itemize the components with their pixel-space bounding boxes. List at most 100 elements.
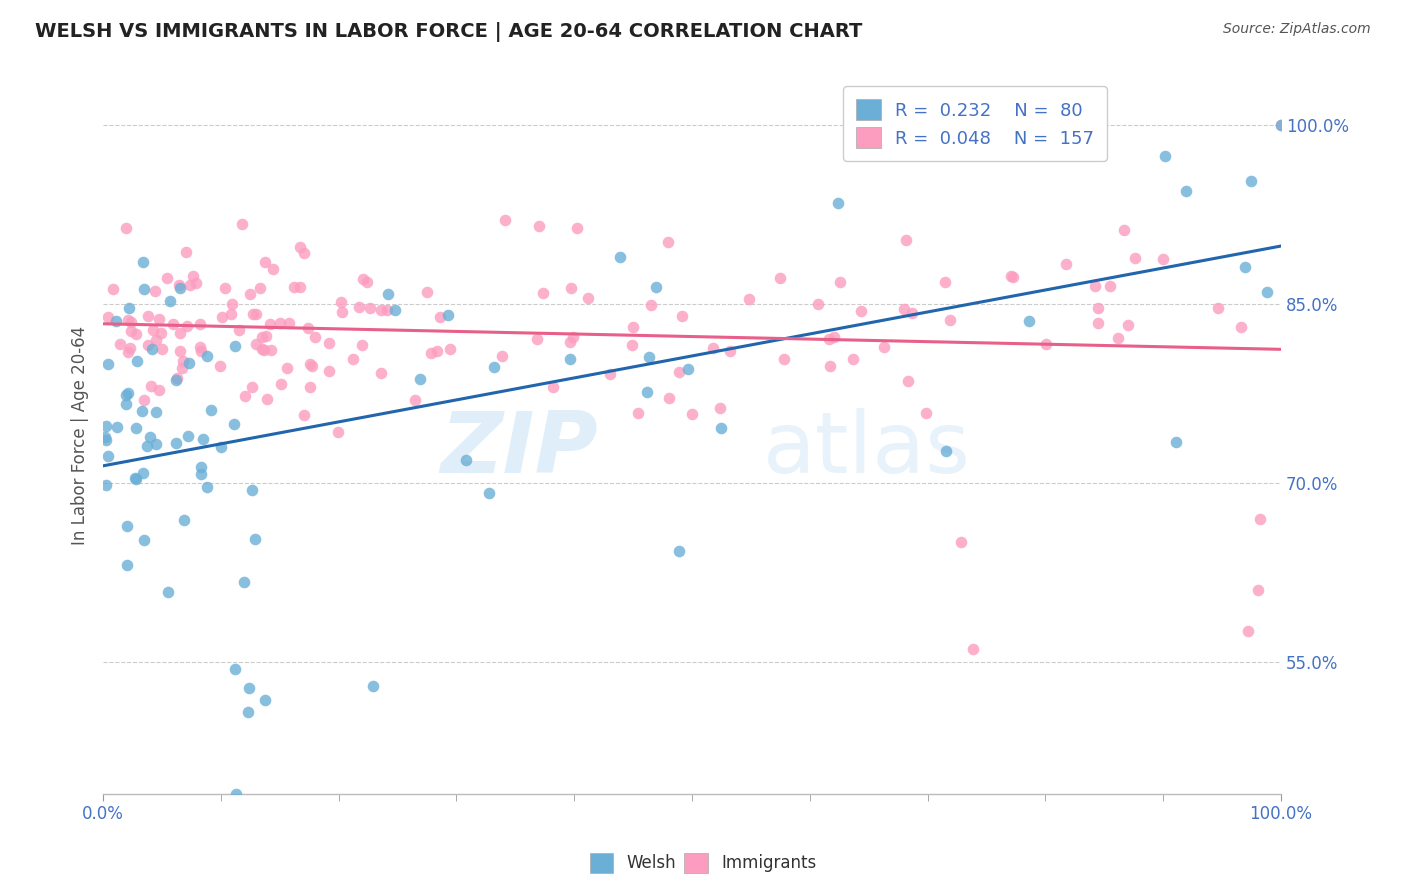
Point	[228, 323, 250, 337]
Point	[165, 436, 187, 450]
Point	[132, 466, 155, 480]
Point	[209, 359, 232, 374]
Point	[141, 342, 163, 356]
Point	[1060, 129, 1083, 144]
Point	[426, 343, 449, 358]
Point	[236, 705, 259, 719]
Point	[260, 343, 283, 358]
Point	[384, 302, 406, 317]
Point	[359, 301, 381, 315]
Point	[560, 335, 582, 350]
Point	[1054, 257, 1077, 271]
Point	[896, 233, 918, 247]
Point	[599, 367, 621, 381]
Point	[1153, 148, 1175, 162]
Point	[1249, 512, 1271, 526]
Point	[526, 332, 548, 346]
Point	[150, 326, 173, 341]
Point	[114, 220, 136, 235]
Point	[375, 302, 398, 317]
Point	[1018, 314, 1040, 328]
Point	[132, 533, 155, 548]
Point	[97, 310, 120, 324]
Point	[558, 351, 581, 366]
Point	[132, 255, 155, 269]
Point	[190, 343, 212, 358]
Point	[562, 330, 585, 344]
Point	[115, 397, 138, 411]
Point	[288, 240, 311, 254]
Point	[221, 297, 243, 311]
Point	[278, 316, 301, 330]
Point	[370, 302, 392, 317]
Point	[454, 453, 477, 467]
Point	[120, 315, 142, 329]
Point	[156, 271, 179, 285]
Point	[136, 439, 159, 453]
Point	[709, 401, 731, 415]
Point	[1087, 301, 1109, 315]
Point	[209, 440, 232, 454]
Point	[318, 364, 340, 378]
Point	[242, 307, 264, 321]
Point	[200, 403, 222, 417]
Point	[1233, 260, 1256, 275]
Point	[169, 326, 191, 340]
Point	[105, 314, 128, 328]
Point	[1240, 174, 1263, 188]
Point	[288, 280, 311, 294]
Point	[676, 362, 699, 376]
Point	[191, 433, 214, 447]
Point	[169, 343, 191, 358]
Point	[820, 359, 842, 373]
Point	[173, 513, 195, 527]
Point	[1107, 331, 1129, 345]
Point	[269, 316, 291, 330]
Point	[250, 330, 273, 344]
Point	[1116, 318, 1139, 332]
Point	[576, 291, 599, 305]
Point	[231, 217, 253, 231]
Point	[301, 359, 323, 373]
Point	[817, 333, 839, 347]
Point	[304, 330, 326, 344]
Point	[94, 478, 117, 492]
Point	[94, 418, 117, 433]
Point	[1112, 223, 1135, 237]
Text: ZIP: ZIP	[440, 409, 598, 491]
Point	[197, 480, 219, 494]
Point	[167, 277, 190, 292]
Point	[225, 787, 247, 801]
Point	[245, 532, 267, 546]
Point	[214, 281, 236, 295]
Point	[165, 373, 187, 387]
Point	[97, 450, 120, 464]
Point	[681, 407, 703, 421]
Legend: Welsh, Immigrants: Welsh, Immigrants	[583, 847, 823, 880]
Point	[253, 343, 276, 357]
Point	[841, 351, 863, 366]
Point	[318, 336, 340, 351]
Point	[254, 328, 277, 343]
Point	[162, 317, 184, 331]
Point	[159, 294, 181, 309]
Point	[342, 351, 364, 366]
Point	[436, 308, 458, 322]
Point	[117, 345, 139, 359]
Point	[148, 312, 170, 326]
Point	[120, 324, 142, 338]
Point	[115, 388, 138, 402]
Point	[718, 344, 741, 359]
Point	[657, 235, 679, 250]
Point	[491, 349, 513, 363]
Point	[136, 338, 159, 352]
Point	[356, 276, 378, 290]
Point	[1152, 252, 1174, 266]
Point	[190, 467, 212, 481]
Point	[249, 281, 271, 295]
Point	[110, 336, 132, 351]
Point	[637, 351, 659, 365]
Point	[142, 323, 165, 337]
Point	[188, 317, 211, 331]
Point	[915, 406, 938, 420]
